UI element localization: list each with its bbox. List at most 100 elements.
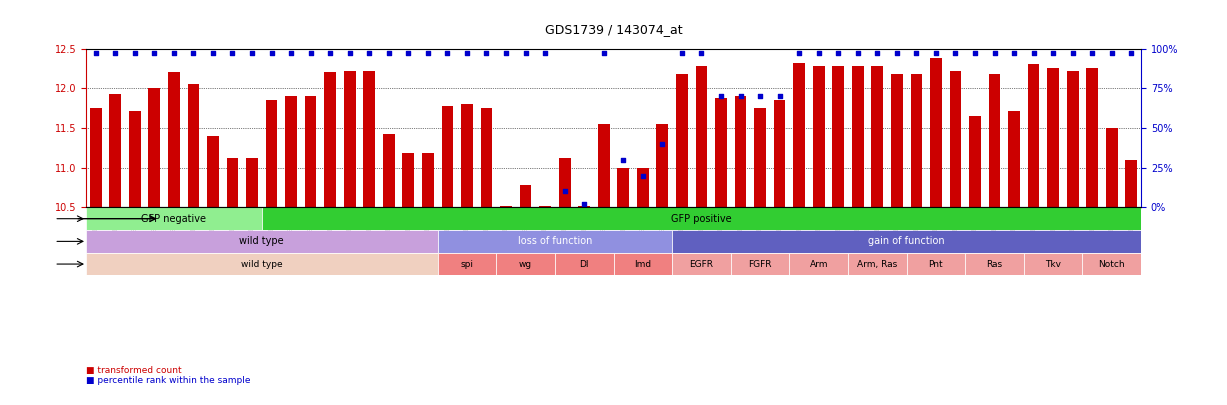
Text: Pnt: Pnt bbox=[929, 260, 944, 269]
Text: wild type: wild type bbox=[240, 260, 282, 269]
Point bbox=[1121, 50, 1141, 57]
Text: EGFR: EGFR bbox=[690, 260, 713, 269]
Point bbox=[360, 50, 379, 57]
Bar bbox=[1066, 71, 1079, 207]
Point bbox=[614, 156, 633, 163]
Bar bbox=[442, 106, 453, 207]
Point bbox=[106, 50, 125, 57]
FancyBboxPatch shape bbox=[1082, 253, 1141, 275]
Bar bbox=[247, 158, 258, 207]
FancyBboxPatch shape bbox=[496, 253, 555, 275]
Point bbox=[769, 93, 789, 100]
Point bbox=[672, 50, 692, 57]
Point bbox=[594, 50, 614, 57]
Bar bbox=[794, 63, 805, 207]
Bar bbox=[1086, 68, 1098, 207]
FancyBboxPatch shape bbox=[848, 253, 907, 275]
Text: Imd: Imd bbox=[634, 260, 652, 269]
Bar bbox=[969, 116, 980, 207]
Point bbox=[184, 50, 204, 57]
Point bbox=[789, 50, 809, 57]
Bar bbox=[90, 108, 102, 207]
Bar bbox=[676, 74, 688, 207]
Point bbox=[907, 50, 926, 57]
Bar bbox=[461, 104, 472, 207]
Point bbox=[848, 50, 867, 57]
Point bbox=[320, 50, 340, 57]
FancyBboxPatch shape bbox=[261, 207, 1141, 230]
Text: wg: wg bbox=[519, 260, 533, 269]
Point bbox=[399, 50, 418, 57]
Point bbox=[692, 50, 712, 57]
Point bbox=[809, 50, 828, 57]
Text: GDS1739 / 143074_at: GDS1739 / 143074_at bbox=[545, 23, 682, 36]
FancyBboxPatch shape bbox=[1023, 253, 1082, 275]
Bar bbox=[227, 158, 238, 207]
Text: ■ percentile rank within the sample: ■ percentile rank within the sample bbox=[86, 376, 250, 385]
Bar bbox=[558, 158, 571, 207]
Bar bbox=[578, 206, 590, 207]
Bar bbox=[1106, 128, 1118, 207]
Bar bbox=[520, 185, 531, 207]
Bar bbox=[910, 74, 923, 207]
Point bbox=[418, 50, 438, 57]
Bar bbox=[598, 124, 610, 207]
Text: GFP positive: GFP positive bbox=[671, 214, 731, 224]
Bar bbox=[402, 153, 415, 207]
FancyBboxPatch shape bbox=[672, 230, 1141, 253]
Bar bbox=[871, 66, 883, 207]
FancyBboxPatch shape bbox=[789, 253, 848, 275]
Bar bbox=[891, 74, 903, 207]
Bar bbox=[168, 72, 179, 207]
Text: spi: spi bbox=[460, 260, 474, 269]
Bar bbox=[950, 71, 961, 207]
FancyBboxPatch shape bbox=[614, 253, 672, 275]
Bar bbox=[148, 88, 161, 207]
FancyBboxPatch shape bbox=[966, 253, 1023, 275]
Point bbox=[985, 50, 1005, 57]
Point bbox=[867, 50, 887, 57]
Point bbox=[438, 50, 458, 57]
FancyBboxPatch shape bbox=[86, 207, 261, 230]
Bar bbox=[266, 100, 277, 207]
Bar bbox=[617, 168, 629, 207]
Bar bbox=[1028, 64, 1039, 207]
FancyBboxPatch shape bbox=[731, 253, 789, 275]
Bar bbox=[188, 84, 199, 207]
Bar bbox=[930, 58, 942, 207]
Point bbox=[301, 50, 320, 57]
Bar bbox=[715, 98, 726, 207]
Point bbox=[731, 93, 751, 100]
Bar bbox=[129, 111, 141, 207]
Bar bbox=[812, 66, 825, 207]
Text: Dl: Dl bbox=[579, 260, 589, 269]
Point bbox=[515, 50, 535, 57]
Point bbox=[633, 173, 653, 179]
Point bbox=[86, 50, 106, 57]
Bar bbox=[109, 94, 121, 207]
Text: GFP negative: GFP negative bbox=[141, 214, 206, 224]
Bar bbox=[989, 74, 1000, 207]
Bar bbox=[324, 72, 336, 207]
Bar bbox=[344, 71, 356, 207]
Text: Ras: Ras bbox=[987, 260, 1002, 269]
Bar bbox=[422, 153, 433, 207]
Point bbox=[145, 50, 164, 57]
FancyBboxPatch shape bbox=[672, 253, 731, 275]
Text: loss of function: loss of function bbox=[518, 237, 593, 246]
Bar bbox=[363, 71, 375, 207]
Point bbox=[281, 50, 301, 57]
Bar bbox=[852, 66, 864, 207]
Point bbox=[125, 50, 145, 57]
Point bbox=[926, 50, 946, 57]
Point bbox=[476, 50, 496, 57]
Bar bbox=[637, 168, 649, 207]
Bar bbox=[383, 134, 395, 207]
Bar bbox=[304, 96, 317, 207]
Bar bbox=[207, 136, 218, 207]
Bar bbox=[832, 66, 844, 207]
Point bbox=[496, 50, 515, 57]
Point bbox=[340, 50, 360, 57]
Bar bbox=[285, 96, 297, 207]
Text: Arm: Arm bbox=[810, 260, 828, 269]
